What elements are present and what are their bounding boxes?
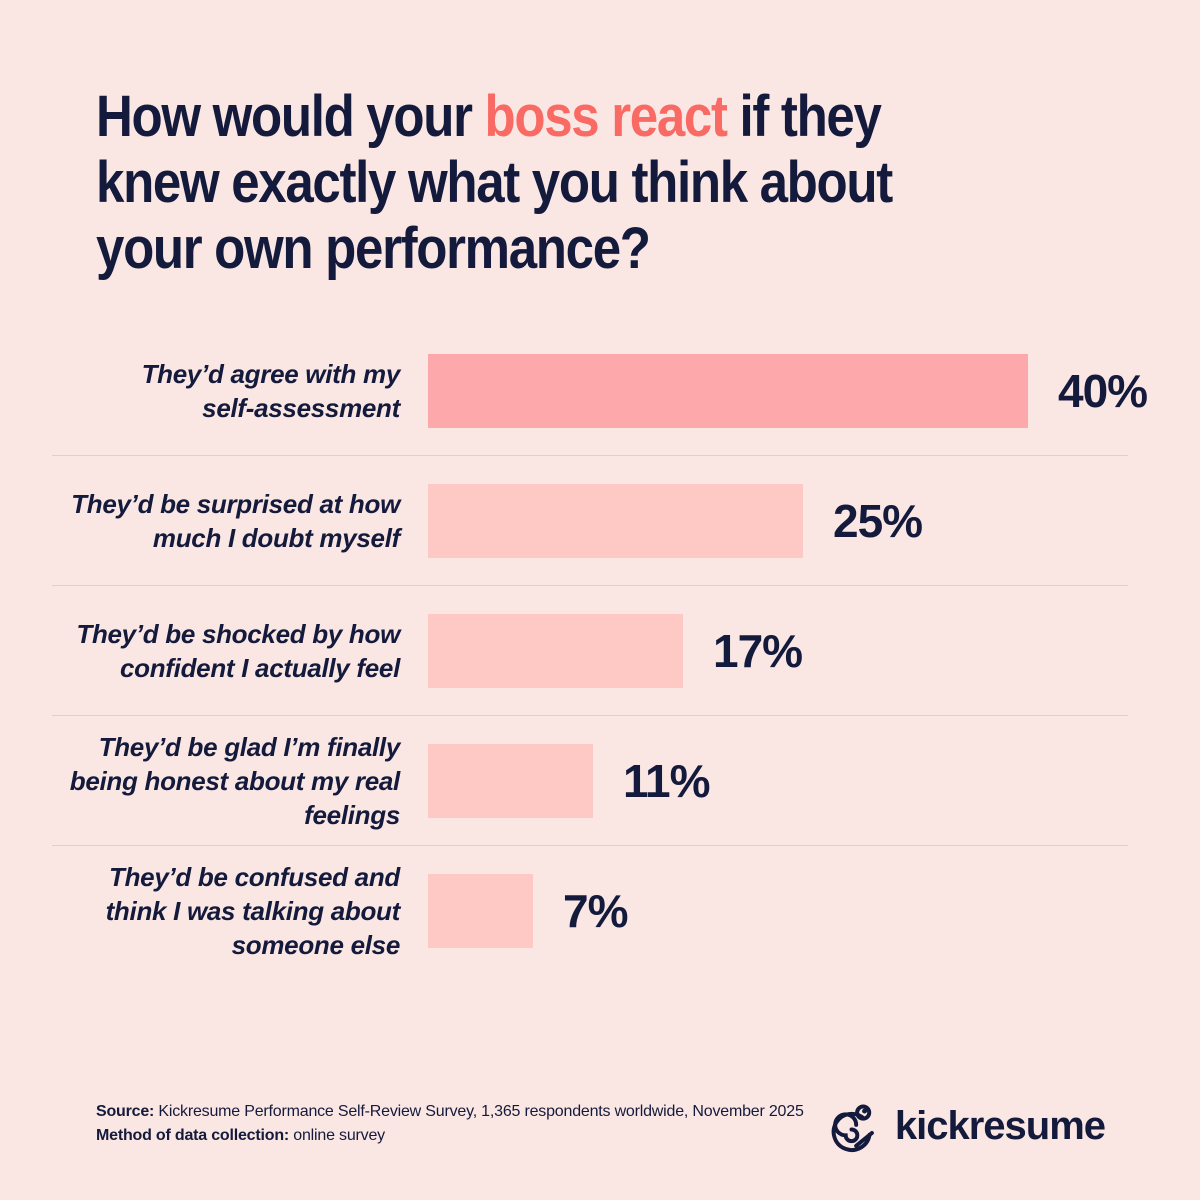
bar bbox=[428, 874, 533, 948]
bar-track: 25% bbox=[428, 483, 1128, 558]
bar-value: 11% bbox=[623, 754, 711, 807]
bar-row: They’d be surprised at how much I doubt m… bbox=[52, 456, 1128, 586]
method-line: Method of data collection: online survey bbox=[96, 1127, 385, 1144]
source-line: Source: Kickresume Performance Self-Revi… bbox=[96, 1103, 804, 1120]
bar-track: 7% bbox=[428, 874, 1128, 948]
bar-value: 40% bbox=[1058, 364, 1148, 417]
bar-track: 17% bbox=[428, 613, 1128, 688]
bar-label: They’d be confused and think I was talkin… bbox=[105, 862, 401, 960]
bar-row: They’d be shocked by how confident I actu… bbox=[52, 586, 1128, 716]
bar-label: They’d be surprised at how much I doubt m… bbox=[71, 488, 400, 553]
bar-value: 7% bbox=[563, 885, 628, 937]
method-label: Method of data collection: bbox=[96, 1127, 290, 1144]
bar bbox=[428, 483, 803, 558]
title-line-1: How would your boss react if they bbox=[96, 84, 882, 149]
kickresume-chameleon-icon bbox=[831, 1104, 874, 1152]
kickresume-wordmark: kickresume bbox=[894, 1103, 1106, 1148]
kickresume-logo: kickresume bbox=[827, 1098, 1106, 1154]
bar-value: 17% bbox=[713, 624, 803, 677]
page-title: How would your boss react if they knew e… bbox=[96, 84, 1134, 282]
bar bbox=[428, 743, 593, 818]
bar-label: They’d be shocked by how confident I actu… bbox=[76, 618, 400, 683]
bar-value: 25% bbox=[833, 494, 923, 547]
title-highlight: boss react bbox=[484, 84, 728, 149]
bar-track: 11% bbox=[428, 743, 1128, 818]
bar-label: They’d be glad I’m finally being honest a… bbox=[69, 731, 401, 830]
bar bbox=[428, 353, 1028, 428]
bar bbox=[428, 613, 683, 688]
bar-row: They’d be confused and think I was talkin… bbox=[52, 846, 1128, 976]
title-line-3: your own performance? bbox=[96, 216, 651, 281]
bar-chart: They’d agree with my self-assessment 40% … bbox=[52, 326, 1148, 976]
bar-row: They’d agree with my self-assessment 40% bbox=[52, 326, 1148, 456]
source-note: Source: Kickresume Performance Self-Revi… bbox=[96, 1100, 804, 1148]
title-line-2: knew exactly what you think about bbox=[96, 150, 893, 215]
source-label: Source: bbox=[96, 1103, 155, 1120]
bar-row: They’d be glad I’m finally being honest a… bbox=[52, 716, 1128, 846]
bar-track: 40% bbox=[428, 353, 1148, 428]
bar-label: They’d agree with my self-assessment bbox=[141, 358, 401, 423]
